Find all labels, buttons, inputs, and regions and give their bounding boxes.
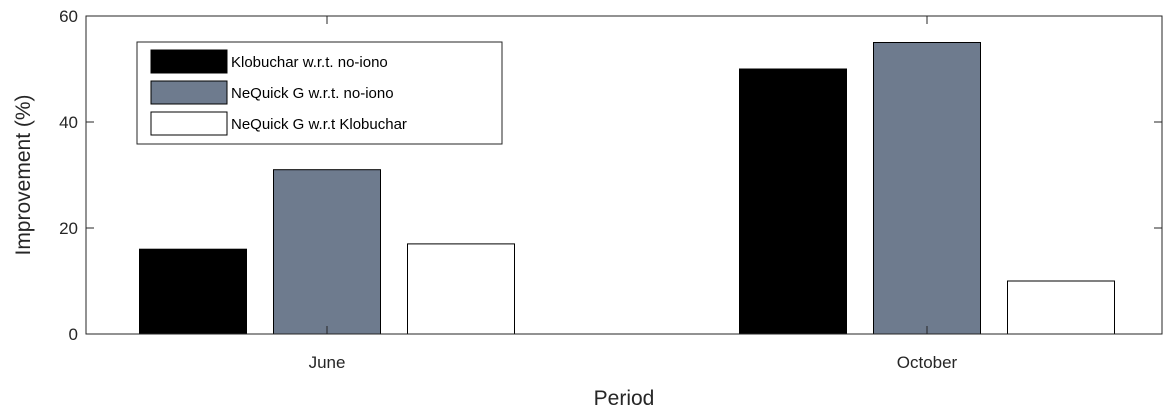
- bars-layer: [139, 42, 1115, 335]
- y-axis-title: Improvement (%): [12, 94, 35, 255]
- legend-swatch: [150, 49, 228, 74]
- legend-swatch: [150, 111, 228, 136]
- bar-1-october: [739, 68, 847, 335]
- x-tick-label: June: [309, 353, 346, 372]
- legend: Klobuchar w.r.t. no-iono NeQuick G w.r.t.…: [136, 41, 503, 145]
- bar-1-june: [139, 248, 247, 335]
- x-tick-label: October: [897, 353, 958, 372]
- x-axis-title: Period: [594, 387, 655, 410]
- legend-label: NeQuick G w.r.t. no-iono: [231, 85, 394, 102]
- bar-2-october: [873, 42, 981, 335]
- ticks-layer: 0 20 40 60 June October: [59, 7, 1162, 372]
- y-tick-label: 0: [69, 325, 78, 344]
- legend-label: NeQuick G w.r.t Klobuchar: [231, 116, 407, 133]
- bar-3-october: [1007, 280, 1115, 335]
- plot-frame: [85, 15, 1163, 335]
- y-tick-label: 60: [59, 7, 78, 26]
- y-tick-label: 40: [59, 113, 78, 132]
- legend-label: Klobuchar w.r.t. no-iono: [231, 54, 388, 71]
- y-tick-label: 20: [59, 219, 78, 238]
- bar-3-june: [407, 243, 515, 335]
- bar-2-june: [273, 169, 381, 335]
- legend-swatch: [150, 80, 228, 105]
